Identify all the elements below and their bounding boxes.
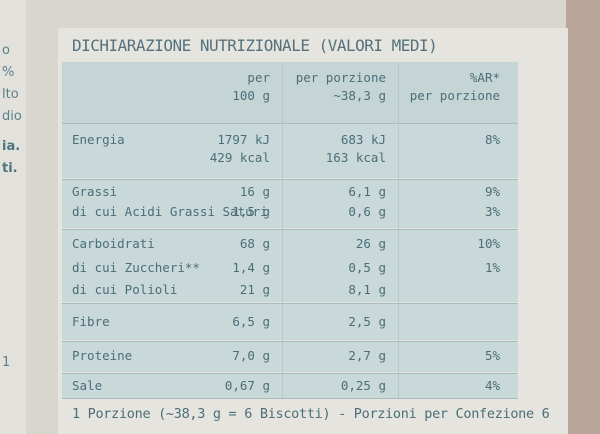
column-divider xyxy=(398,62,399,398)
value-per100: 429 kcal xyxy=(209,150,270,165)
row-band xyxy=(62,304,518,340)
row-band xyxy=(62,374,518,398)
left-text-fragment: ia. xyxy=(2,139,21,154)
row-divider xyxy=(62,229,518,230)
row-divider xyxy=(62,373,518,374)
value-per100: 6,5 g xyxy=(232,314,270,329)
left-text-fragment: ti. xyxy=(2,161,18,176)
row-divider xyxy=(62,303,518,304)
value-ar: 3% xyxy=(484,204,500,219)
value-portion: 0,25 g xyxy=(340,378,386,393)
value-ar: 10% xyxy=(477,236,500,251)
value-portion: 683 kJ xyxy=(340,132,386,147)
header-band xyxy=(62,62,518,124)
value-portion: 0,6 g xyxy=(348,204,386,219)
row-label: Grassi xyxy=(72,184,118,199)
value-per100: 1,5 g xyxy=(232,204,270,219)
row-label: Energia xyxy=(72,132,125,147)
left-text-fragment: lto xyxy=(2,87,19,102)
left-text-fragment: dio xyxy=(2,109,22,124)
table-title: DICHIARAZIONE NUTRIZIONALE (VALORI MEDI) xyxy=(72,36,438,55)
header-ar-line1: %AR* xyxy=(469,70,500,85)
header-portion-line2: ~38,3 g xyxy=(333,88,386,103)
value-ar: 1% xyxy=(484,260,500,275)
value-portion: 26 g xyxy=(355,236,386,251)
value-portion: 0,5 g xyxy=(348,260,386,275)
value-portion: 163 kcal xyxy=(325,150,386,165)
row-label: Sale xyxy=(72,378,103,393)
value-portion: 8,1 g xyxy=(348,282,386,297)
header-portion-line1: per porzione xyxy=(295,70,386,85)
row-label: di cui Zuccheri** xyxy=(72,260,200,275)
row-label: Fibre xyxy=(72,314,110,329)
value-ar: 9% xyxy=(484,184,500,199)
value-per100: 16 g xyxy=(239,184,270,199)
row-divider xyxy=(62,179,518,180)
column-divider xyxy=(282,62,283,398)
row-band xyxy=(62,342,518,372)
header-per100-line2: 100 g xyxy=(232,88,270,103)
header-per100-line1: per xyxy=(247,70,270,85)
value-portion: 6,1 g xyxy=(348,184,386,199)
portion-footnote: 1 Porzione (~38,3 g = 6 Biscotti) - Porz… xyxy=(72,406,550,422)
value-per100: 68 g xyxy=(239,236,270,251)
value-per100: 7,0 g xyxy=(232,348,270,363)
row-divider xyxy=(62,398,518,399)
value-ar: 4% xyxy=(484,378,500,393)
row-label: di cui Acidi Grassi Saturi xyxy=(72,204,268,219)
left-text-fragment: o xyxy=(2,43,10,58)
value-portion: 2,5 g xyxy=(348,314,386,329)
header-ar-line2: per porzione xyxy=(409,88,500,103)
row-band xyxy=(62,230,518,302)
value-per100: 1797 kJ xyxy=(217,132,270,147)
row-divider xyxy=(62,123,518,124)
box-edge xyxy=(566,0,600,434)
left-text-fragment: 1 xyxy=(2,355,11,370)
row-label: Proteine xyxy=(72,348,133,363)
row-label: di cui Polioli xyxy=(72,282,178,297)
row-label: Carboidrati xyxy=(72,236,155,251)
left-text-fragment: % xyxy=(2,65,15,80)
value-per100: 0,67 g xyxy=(224,378,270,393)
value-portion: 2,7 g xyxy=(348,348,386,363)
value-ar: 8% xyxy=(484,132,500,147)
row-divider xyxy=(62,341,518,342)
adjacent-panel xyxy=(0,0,26,434)
value-ar: 5% xyxy=(484,348,500,363)
row-band xyxy=(62,180,518,228)
value-per100: 21 g xyxy=(239,282,270,297)
value-per100: 1,4 g xyxy=(232,260,270,275)
row-band xyxy=(62,124,518,178)
